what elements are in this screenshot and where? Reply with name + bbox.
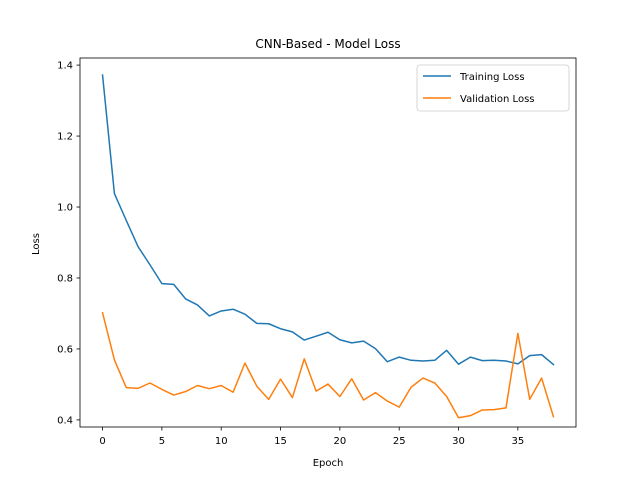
legend-label-training-loss: Training Loss [459, 72, 525, 83]
y-tick-label: 1.2 [57, 132, 73, 143]
x-axis-label: Epoch [313, 458, 344, 469]
legend-box [416, 64, 570, 112]
x-axis: 0 5 10 15 20 25 30 35 [99, 427, 524, 447]
plot-area [79, 57, 577, 428]
x-tick-label: 15 [274, 436, 287, 447]
legend-label-validation-loss: Validation Loss [460, 94, 535, 105]
x-tick-label: 0 [99, 436, 105, 447]
x-tick-label: 35 [511, 436, 524, 447]
x-tick-label: 25 [393, 436, 406, 447]
x-tick-label: 10 [215, 436, 228, 447]
y-tick-label: 0.8 [57, 273, 73, 284]
y-tick-label: 1.0 [57, 203, 73, 214]
y-tick-label: 1.4 [57, 61, 73, 72]
y-tick-label: 0.6 [57, 344, 73, 355]
series-line-validation-loss [101, 311, 555, 419]
plot-frame [79, 57, 577, 428]
y-axis: 0.4 0.6 0.8 1.0 1.2 1.4 [57, 61, 80, 426]
y-tick-label: 0.4 [57, 415, 73, 426]
x-tick-label: 5 [159, 436, 165, 447]
legend: Training Loss Validation Loss [416, 64, 570, 112]
chart-title: CNN-Based - Model Loss [255, 37, 400, 51]
x-tick-label: 30 [452, 436, 465, 447]
y-axis-label: Loss [31, 233, 42, 255]
series-line-training-loss [101, 74, 555, 366]
x-tick-label: 20 [333, 436, 346, 447]
